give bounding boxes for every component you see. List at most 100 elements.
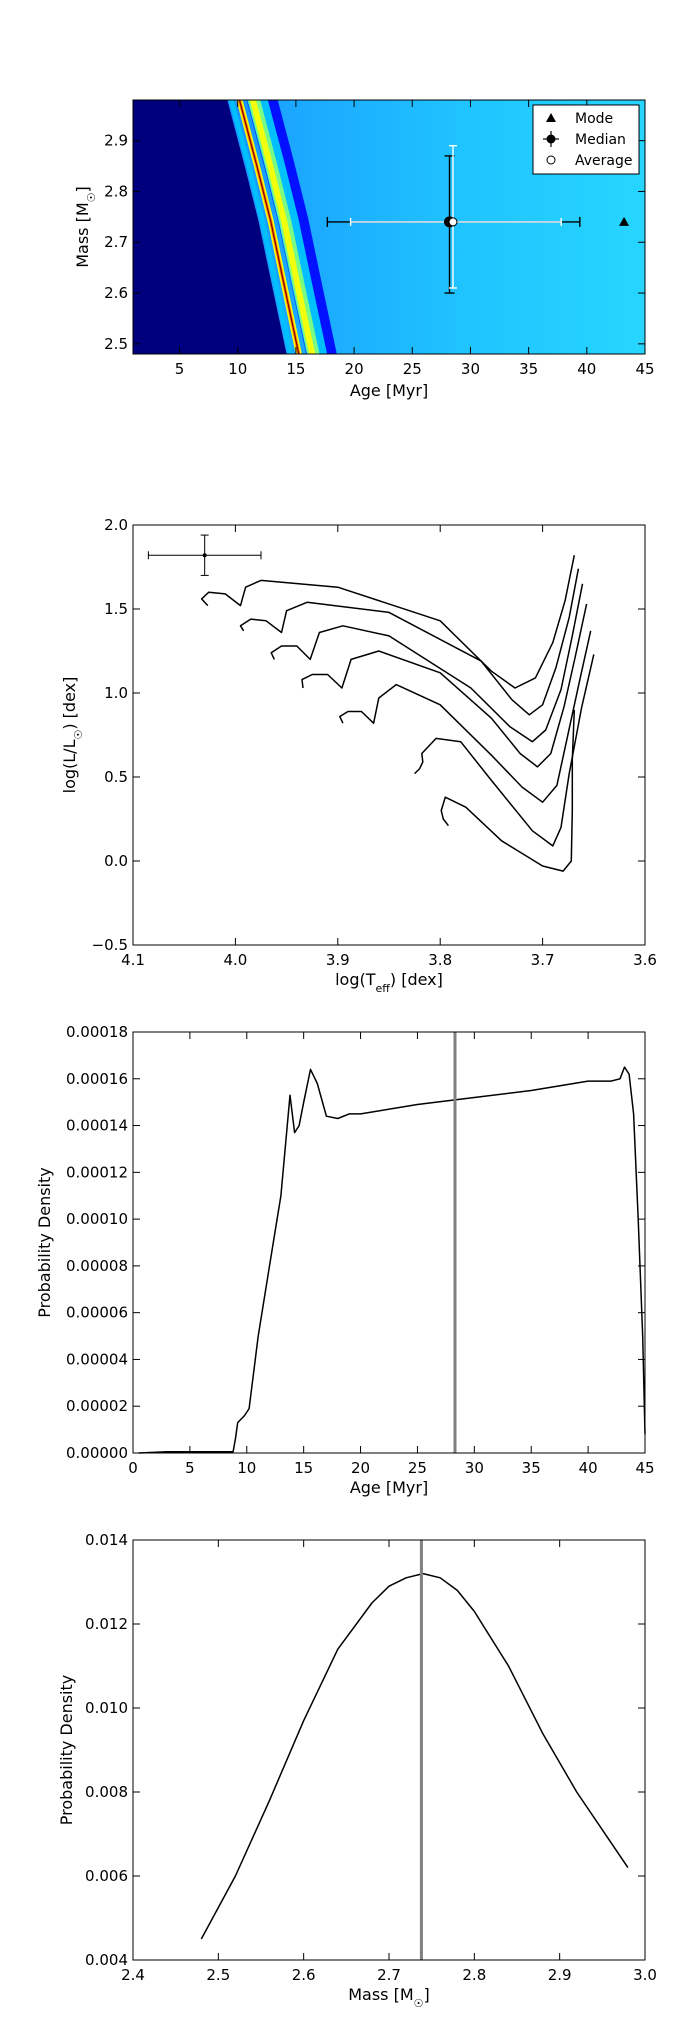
isochrone-line-3 xyxy=(270,583,584,743)
x-tick-label: 45 xyxy=(635,1459,654,1477)
x-axis-label-close: ] xyxy=(424,1985,430,2004)
y-axis-label-close: ) [dex] xyxy=(60,677,79,730)
x-tick-label: 2.6 xyxy=(292,1966,316,1984)
x-tick-label: 3.7 xyxy=(531,951,555,969)
x-axis-label-sub: ☉ xyxy=(414,1997,424,2010)
y-axis-label-sub: ☉ xyxy=(85,192,98,202)
y-tick-label: 0.0 xyxy=(104,852,128,870)
x-tick-label: 40 xyxy=(579,1459,598,1477)
x-tick-label: 0 xyxy=(128,1459,138,1477)
x-tick-label: 5 xyxy=(185,1459,195,1477)
x-tick-label: 20 xyxy=(345,360,364,378)
chart-1: 5 10 15 20 25 30 35 40 45 2.5 2.6 2.7 2.8 2.9 Mode Medi… xyxy=(73,99,655,400)
y-tick-label: 2.8 xyxy=(104,182,128,200)
x-tick-label: 20 xyxy=(351,1459,370,1477)
isochrone-line-2 xyxy=(239,568,580,716)
x-tick-label: 25 xyxy=(403,360,422,378)
x-tick-label: 3.6 xyxy=(633,951,657,969)
x-axis-label: Age [Myr] xyxy=(350,1478,428,1497)
y-tick-label: 0.00008 xyxy=(66,1257,128,1275)
y-tick-label: 0.014 xyxy=(85,1531,128,1549)
y-tick-label: 1.0 xyxy=(104,684,128,702)
x-tick-label: 10 xyxy=(228,360,247,378)
y-axis-label-sub: ☉ xyxy=(72,730,85,740)
chart-3: 0 5 10 15 20 25 30 35 40 45 0.00000 0.00002 0.00004 0… xyxy=(35,1023,655,1497)
y-tick-label: 0.004 xyxy=(85,1951,128,1969)
x-tick-label: 15 xyxy=(294,1459,313,1477)
chart-2: 4.1 4.0 3.9 3.8 3.7 3.6 −0.5 0.0 0.5 1.0 1.5 2.0 log… xyxy=(60,516,657,995)
mode-marker xyxy=(619,216,630,226)
x-tick-label: 45 xyxy=(635,360,654,378)
isochrone-line-1 xyxy=(200,555,576,689)
y-tick-label: 0.00000 xyxy=(66,1444,128,1462)
x-tick-label: 3.9 xyxy=(326,951,350,969)
legend-mode-icon xyxy=(546,113,556,122)
y-axis-label: Mass [M☉] xyxy=(73,186,98,268)
x-tick-label: 4.0 xyxy=(223,951,247,969)
y-tick-label: 0.5 xyxy=(104,768,128,786)
x-tick-label: 3.0 xyxy=(633,1966,657,1984)
y-tick-label: 0.00004 xyxy=(66,1350,128,1368)
heatmap-ridge-band xyxy=(249,100,316,354)
x-tick-label: 2.4 xyxy=(121,1966,145,1984)
heatmap-low-region xyxy=(133,100,287,354)
y-axis-label: log(L/L☉) [dex] xyxy=(60,677,85,794)
x-axis-label-main: log(T xyxy=(335,970,376,989)
x-tick-label: 40 xyxy=(577,360,596,378)
legend-label: Median xyxy=(575,132,626,148)
x-tick-label: 25 xyxy=(408,1459,427,1477)
y-tick-label: 0.00012 xyxy=(66,1163,128,1181)
isochrone-line-4 xyxy=(301,603,588,768)
y-tick-label: 0.010 xyxy=(85,1699,128,1717)
y-axis-label-main: Mass [M xyxy=(73,202,92,267)
x-tick-label: 4.1 xyxy=(121,951,145,969)
y-axis-label-main: log(L/L xyxy=(60,739,79,793)
y-tick-label: 0.012 xyxy=(85,1615,128,1633)
y-tick-label: 0.00016 xyxy=(66,1070,128,1088)
plot-frame xyxy=(132,1031,646,1454)
x-axis-label-close: ) [dex] xyxy=(390,970,443,989)
x-tick-label: 5 xyxy=(175,360,185,378)
y-tick-label: 0.00006 xyxy=(66,1304,128,1322)
y-axis-label: Probability Density xyxy=(57,1675,76,1826)
x-tick-label: 15 xyxy=(286,360,305,378)
x-tick-label: 35 xyxy=(522,1459,541,1477)
isochrone-line-7 xyxy=(440,709,576,872)
y-tick-label: 0.00018 xyxy=(66,1023,128,1041)
y-tick-label: 0.00014 xyxy=(66,1117,128,1135)
y-tick-label: 2.9 xyxy=(104,132,128,150)
isochrone-line-5 xyxy=(339,630,592,803)
legend-label: Average xyxy=(575,153,633,169)
heatmap-ridge-band xyxy=(238,100,300,354)
x-axis-label-sub: eff xyxy=(376,982,391,995)
x-tick-label: 2.9 xyxy=(548,1966,572,1984)
y-tick-label: 1.5 xyxy=(104,600,128,618)
plot-frame xyxy=(132,99,646,355)
legend-median-icon xyxy=(546,134,556,144)
y-tick-label: 0.00002 xyxy=(66,1397,128,1415)
x-tick-label: 2.8 xyxy=(462,1966,486,1984)
x-tick-label: 30 xyxy=(465,1459,484,1477)
y-tick-label: 2.6 xyxy=(104,284,128,302)
errorbar-point xyxy=(202,553,207,558)
x-tick-label: 10 xyxy=(237,1459,256,1477)
y-tick-label: 0.006 xyxy=(85,1867,128,1885)
y-tick-label: 0.00010 xyxy=(66,1210,128,1228)
x-tick-label: 3.8 xyxy=(428,951,452,969)
heatmap-ridge-band xyxy=(228,100,294,354)
x-axis-label: Mass [M☉] xyxy=(348,1985,430,2010)
average-marker xyxy=(448,217,458,227)
x-tick-label: 30 xyxy=(461,360,480,378)
legend-average-icon xyxy=(546,155,556,165)
x-axis-label-main: Mass [M xyxy=(348,1985,413,2004)
isochrone-line-6 xyxy=(414,654,595,847)
y-axis-label: Probability Density xyxy=(35,1167,54,1318)
y-tick-label: 2.5 xyxy=(104,335,128,353)
x-axis-label: Age [Myr] xyxy=(350,381,428,400)
chart-4: 2.4 2.5 2.6 2.7 2.8 2.9 3.0 0.004 0.006 0.008 0.01… xyxy=(57,1531,657,2010)
y-tick-label: 0.008 xyxy=(85,1783,128,1801)
plot-frame xyxy=(132,524,646,946)
x-tick-label: 2.7 xyxy=(377,1966,401,1984)
plot-frame xyxy=(132,1539,646,1961)
